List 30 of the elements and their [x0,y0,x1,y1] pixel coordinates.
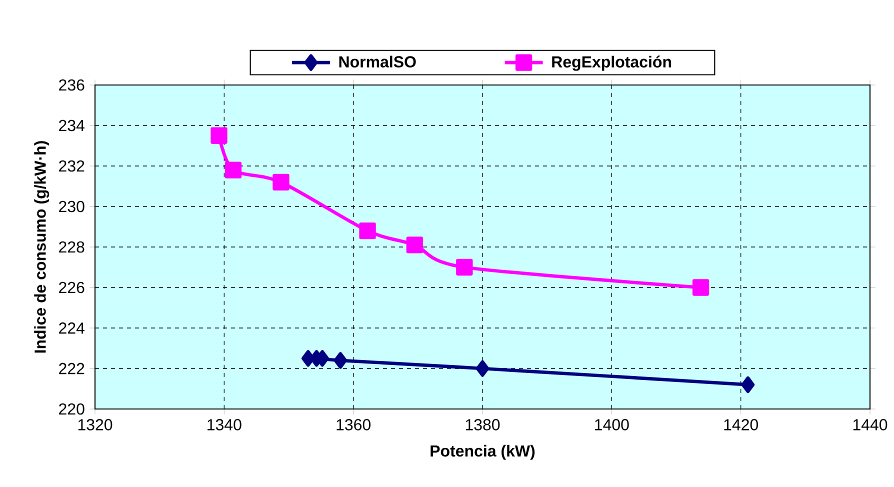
point [272,174,290,191]
legend-label: RegExplotación [552,56,672,71]
x-tick-label: 1420 [724,419,758,430]
y-tick-label: 232 [59,160,84,172]
y-tick-label: 234 [59,120,84,132]
x-tick-label: 1360 [336,419,371,430]
y-axis-title: Indice de consumo (g/kW·h) [34,141,50,353]
point [476,360,490,377]
y-tick-label: 224 [59,322,84,334]
point [692,279,710,296]
x-axis-title: Potencia (kW) [430,444,535,460]
y-tick-label: 220 [59,403,84,415]
y-tick-label: 228 [59,241,84,253]
point [741,376,755,394]
point [406,236,424,254]
point [224,162,242,178]
x-tick-label: 1380 [466,419,500,430]
point [210,127,228,144]
point [334,352,348,369]
x-tick-label: 1320 [78,419,112,430]
point [359,222,376,240]
y-tick-label: 230 [59,200,84,212]
x-tick-label: 1440 [853,419,888,430]
y-tick-label: 222 [59,362,84,374]
legend-label: NormalSO [339,56,416,68]
x-tick-label: 1340 [208,419,242,430]
point [456,258,473,276]
y-tick-label: 226 [59,282,84,294]
y-tick-label: 236 [59,79,84,91]
x-tick-label: 1400 [595,419,629,430]
